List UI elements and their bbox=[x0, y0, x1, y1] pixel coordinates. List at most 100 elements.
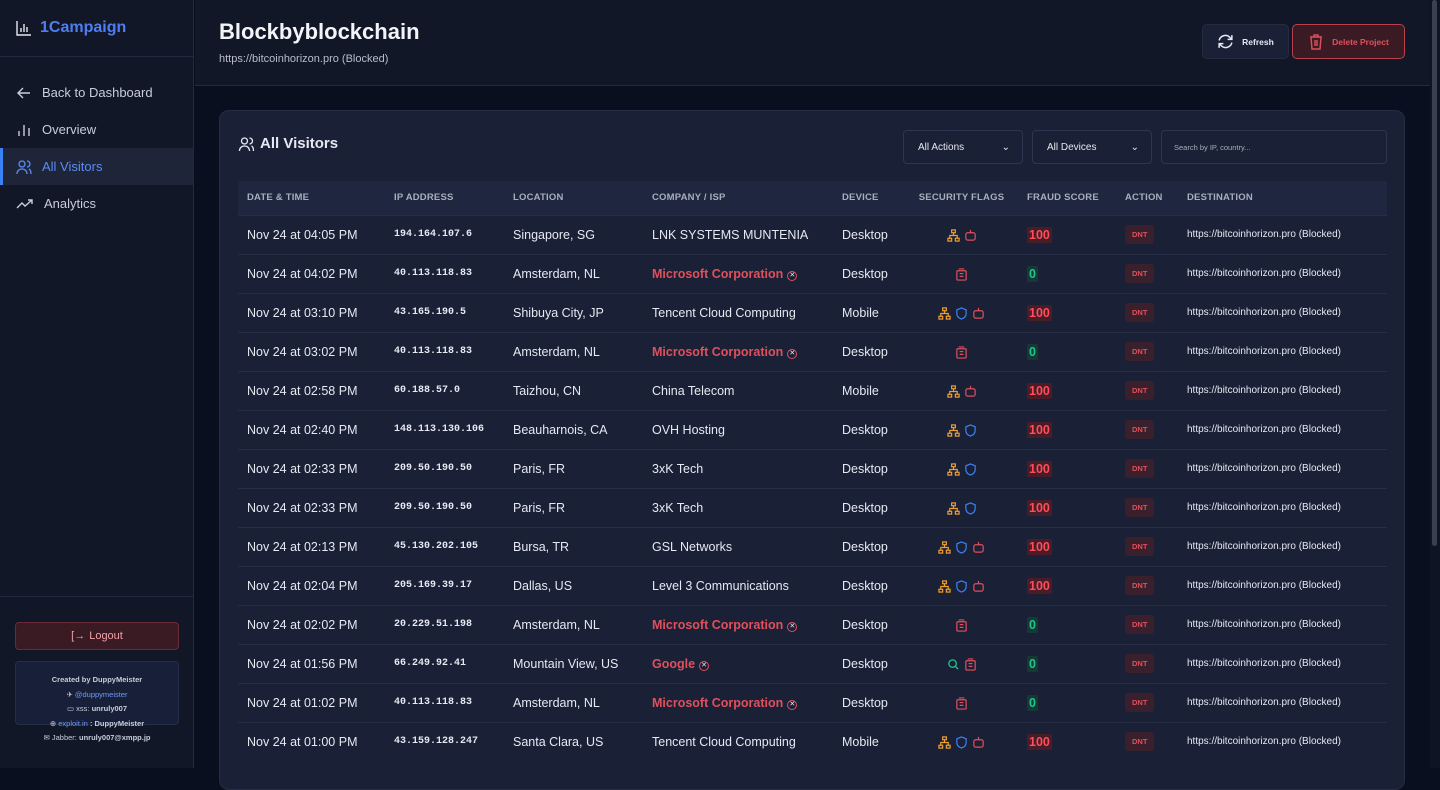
table-row[interactable]: Nov 24 at 02:33 PM 209.50.190.50 Paris, FR… bbox=[238, 487, 1387, 527]
column-header[interactable]: COMPANY / ISP bbox=[643, 181, 833, 215]
column-header[interactable]: DESTINATION bbox=[1178, 181, 1387, 215]
users-icon bbox=[16, 159, 32, 174]
date-time: Nov 24 at 02:04 PM bbox=[238, 565, 385, 605]
fraud-score-cell: 100 bbox=[1018, 370, 1116, 410]
fraud-score-cell: 100 bbox=[1018, 565, 1116, 605]
destination: https://bitcoinhorizon.pro (Blocked) bbox=[1178, 604, 1387, 644]
table-row[interactable]: Nov 24 at 04:02 PM 40.113.118.83 Amsterdam… bbox=[238, 253, 1387, 293]
location: Shibuya City, JP bbox=[504, 292, 643, 332]
actions-filter-select[interactable]: All Actions ⌄ bbox=[903, 130, 1023, 164]
date-time: Nov 24 at 03:10 PM bbox=[238, 292, 385, 332]
device: Desktop bbox=[833, 253, 905, 293]
column-header[interactable]: LOCATION bbox=[504, 181, 643, 215]
ip-address: 40.113.118.83 bbox=[385, 331, 504, 371]
ip-address: 20.229.51.198 bbox=[385, 604, 504, 644]
fraud-score-cell: 100 bbox=[1018, 214, 1116, 254]
trash-icon bbox=[1310, 34, 1323, 50]
refresh-button[interactable]: Refresh bbox=[1202, 24, 1289, 59]
page-header: Blockbyblockchain https://bitcoinhorizon… bbox=[195, 0, 1440, 86]
table-row[interactable]: Nov 24 at 02:04 PM 205.169.39.17 Dallas, U… bbox=[238, 565, 1387, 605]
action-badge: DNT bbox=[1125, 225, 1155, 244]
fraud-score: 0 bbox=[1027, 265, 1038, 282]
brand[interactable]: 1Campaign bbox=[0, 0, 193, 57]
device: Desktop bbox=[833, 526, 905, 566]
logout-button[interactable]: [→ Logout bbox=[15, 622, 179, 650]
datacenter-flag-icon bbox=[955, 618, 968, 632]
page-subtitle: https://bitcoinhorizon.pro (Blocked) bbox=[219, 53, 389, 65]
location: Singapore, SG bbox=[504, 214, 643, 254]
table-row[interactable]: Nov 24 at 02:02 PM 20.229.51.198 Amsterdam… bbox=[238, 604, 1387, 644]
bot-flag-icon bbox=[972, 580, 985, 593]
security-flags bbox=[905, 643, 1018, 683]
isp-name: OVH Hosting bbox=[652, 422, 725, 437]
fraud-score-cell: 100 bbox=[1018, 409, 1116, 449]
column-header[interactable]: DEVICE bbox=[833, 181, 905, 215]
delete-label: Delete Project bbox=[1332, 36, 1389, 47]
action-cell: DNT bbox=[1116, 487, 1178, 527]
table-row[interactable]: Nov 24 at 03:10 PM 43.165.190.5 Shibuya Ci… bbox=[238, 292, 1387, 332]
fraud-score: 100 bbox=[1027, 499, 1052, 516]
column-header[interactable]: DATE & TIME bbox=[238, 181, 385, 215]
security-flags bbox=[905, 253, 1018, 293]
fraud-score: 100 bbox=[1027, 421, 1052, 438]
visitors-table: DATE & TIME IP ADDRESS LOCATION COMPANY / I… bbox=[238, 181, 1387, 761]
column-header[interactable]: FRAUD SCORE bbox=[1018, 181, 1116, 215]
scrollbar-thumb[interactable] bbox=[1432, 0, 1437, 546]
fraud-score: 0 bbox=[1027, 616, 1038, 633]
table-row[interactable]: Nov 24 at 02:33 PM 209.50.190.50 Paris, FR… bbox=[238, 448, 1387, 488]
column-header[interactable]: IP ADDRESS bbox=[385, 181, 504, 215]
exploit-link[interactable]: exploit.in bbox=[58, 718, 88, 728]
sidebar-item-analytics[interactable]: Analytics bbox=[0, 185, 193, 222]
telegram-link[interactable]: @duppymeister bbox=[74, 689, 128, 699]
mail-icon: ✉ bbox=[43, 733, 52, 742]
security-flags bbox=[905, 448, 1018, 488]
page-title: Blockbyblockchain bbox=[219, 19, 420, 44]
network-flag-icon bbox=[938, 579, 951, 593]
sidebar: 1Campaign Back to Dashboard Overview All… bbox=[0, 0, 194, 768]
destination: https://bitcoinhorizon.pro (Blocked) bbox=[1178, 292, 1387, 332]
action-badge: DNT bbox=[1125, 381, 1155, 400]
ip-address: 43.159.128.247 bbox=[385, 721, 504, 761]
security-flags bbox=[905, 565, 1018, 605]
telegram-icon: ✈ bbox=[66, 689, 75, 699]
column-header[interactable]: SECURITY FLAGS bbox=[905, 181, 1018, 215]
date-time: Nov 24 at 02:58 PM bbox=[238, 370, 385, 410]
company-isp: Tencent Cloud Computing bbox=[643, 721, 833, 761]
fraud-score: 100 bbox=[1027, 733, 1052, 750]
table-row[interactable]: Nov 24 at 01:02 PM 40.113.118.83 Amsterdam… bbox=[238, 682, 1387, 722]
table-row[interactable]: Nov 24 at 01:56 PM 66.249.92.41 Mountain V… bbox=[238, 643, 1387, 683]
table-row[interactable]: Nov 24 at 02:58 PM 60.188.57.0 Taizhou, CN… bbox=[238, 370, 1387, 410]
sidebar-item-all-visitors[interactable]: All Visitors bbox=[0, 148, 193, 185]
bar-chart-icon bbox=[16, 21, 31, 36]
fraud-score: 100 bbox=[1027, 226, 1052, 243]
delete-project-button[interactable]: Delete Project bbox=[1292, 24, 1405, 59]
sidebar-item-back-to-dashboard[interactable]: Back to Dashboard bbox=[0, 74, 193, 111]
destination: https://bitcoinhorizon.pro (Blocked) bbox=[1178, 721, 1387, 761]
action-cell: DNT bbox=[1116, 604, 1178, 644]
action-cell: DNT bbox=[1116, 565, 1178, 605]
page-scrollbar[interactable] bbox=[1430, 0, 1440, 768]
fraud-score-cell: 0 bbox=[1018, 643, 1116, 683]
device: Mobile bbox=[833, 721, 905, 761]
isp-name: LNK SYSTEMS MUNTENIA bbox=[652, 227, 809, 242]
table-row[interactable]: Nov 24 at 04:05 PM 194.164.107.6 Singapore… bbox=[238, 214, 1387, 254]
sidebar-item-overview[interactable]: Overview bbox=[0, 111, 193, 148]
ip-address: 40.113.118.83 bbox=[385, 682, 504, 722]
devices-filter-select[interactable]: All Devices ⌄ bbox=[1032, 130, 1152, 164]
destination: https://bitcoinhorizon.pro (Blocked) bbox=[1178, 565, 1387, 605]
destination: https://bitcoinhorizon.pro (Blocked) bbox=[1178, 526, 1387, 566]
action-badge: DNT bbox=[1125, 615, 1155, 634]
table-row[interactable]: Nov 24 at 02:13 PM 45.130.202.105 Bursa, T… bbox=[238, 526, 1387, 566]
ip-address: 60.188.57.0 bbox=[385, 370, 504, 410]
shield-flag-icon bbox=[955, 736, 968, 749]
fraud-score: 0 bbox=[1027, 655, 1038, 672]
table-row[interactable]: Nov 24 at 02:40 PM 148.113.130.106 Beauhar… bbox=[238, 409, 1387, 449]
sidebar-item-label: All Visitors bbox=[42, 159, 103, 174]
table-row[interactable]: Nov 24 at 01:00 PM 43.159.128.247 Santa Cl… bbox=[238, 721, 1387, 761]
security-flags bbox=[905, 409, 1018, 449]
table-row[interactable]: Nov 24 at 03:02 PM 40.113.118.83 Amsterdam… bbox=[238, 331, 1387, 371]
column-header[interactable]: ACTION bbox=[1116, 181, 1178, 215]
device: Desktop bbox=[833, 214, 905, 254]
search-input[interactable] bbox=[1161, 130, 1387, 164]
jabber-value: unruly007@xmpp.jp bbox=[79, 733, 151, 742]
